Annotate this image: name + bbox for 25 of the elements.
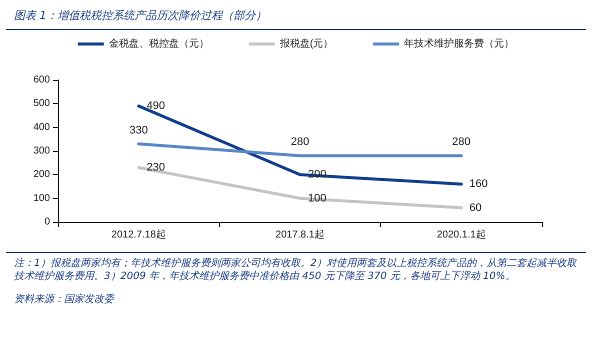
- text: 注：1）报税盘两家均有；年技术维护服务费则两家公司均有收取。2）对使用两套及以上税控系统产品的，从第二套起减半收取技术维护服务费用。3）2009 年，年技术维护服务费中准价格由 450 元下降至 370 元，各地可上下浮动 10%。: [14, 257, 578, 283]
- y-tick-label: 500: [33, 98, 50, 110]
- y-tick-label: 300: [33, 146, 50, 156]
- data-label: 330: [129, 124, 148, 136]
- x-tick-label: 2012.7.18起: [111, 228, 166, 240]
- y-tick-label: 400: [33, 122, 50, 133]
- data-label: 100: [308, 192, 326, 204]
- data-label: 60: [469, 202, 482, 214]
- legend-label: 金税盘、税控盘（元）: [108, 38, 209, 50]
- data-label: 200: [308, 168, 326, 181]
- data-label: 490: [146, 100, 166, 112]
- legend-label: 报税盘(元）: [278, 38, 334, 50]
- data-label: 230: [146, 162, 166, 174]
- text: 资料来源：国家发改委: [14, 293, 116, 306]
- x-tick-label: 2020.1.1起: [436, 228, 486, 240]
- chart-title: 图表 1：增值税税控系统产品历次降价过程（部分）: [6, 8, 586, 30]
- y-tick-label: 200: [33, 169, 50, 180]
- legend-label: 年技术维护服务费（元）: [404, 38, 514, 50]
- data-label: 280: [290, 136, 310, 148]
- data-label: 160: [469, 178, 488, 190]
- y-tick-label: 0: [44, 216, 50, 228]
- y-tick-label: 100: [33, 192, 50, 204]
- x-tick-label: 2017.8.1起: [276, 228, 324, 240]
- y-tick-label: 600: [33, 74, 50, 86]
- data-label: 280: [452, 136, 471, 148]
